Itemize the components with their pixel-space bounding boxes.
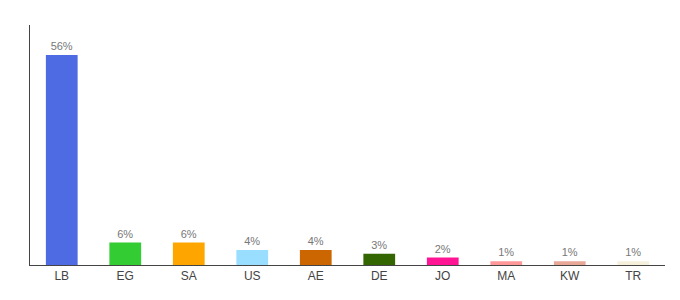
svg-text:DE: DE	[371, 269, 388, 283]
svg-text:1%: 1%	[498, 246, 514, 258]
svg-text:2%: 2%	[435, 243, 451, 255]
svg-text:56%: 56%	[51, 40, 73, 52]
svg-text:1%: 1%	[562, 246, 578, 258]
svg-text:EG: EG	[117, 269, 134, 283]
svg-text:6%: 6%	[181, 228, 197, 240]
svg-text:AE: AE	[308, 269, 324, 283]
svg-text:SA: SA	[181, 269, 197, 283]
svg-text:US: US	[244, 269, 261, 283]
svg-text:JO: JO	[435, 269, 450, 283]
svg-text:TR: TR	[625, 269, 641, 283]
svg-text:4%: 4%	[308, 235, 324, 247]
svg-text:1%: 1%	[625, 246, 641, 258]
svg-text:6%: 6%	[117, 228, 133, 240]
svg-text:3%: 3%	[371, 239, 387, 251]
svg-text:4%: 4%	[244, 235, 260, 247]
svg-text:MA: MA	[497, 269, 515, 283]
svg-text:KW: KW	[560, 269, 580, 283]
svg-text:LB: LB	[54, 269, 69, 283]
